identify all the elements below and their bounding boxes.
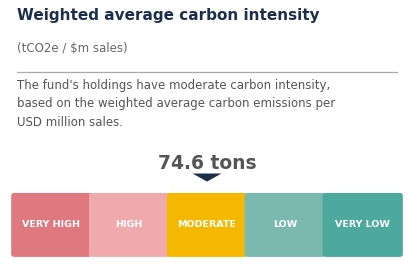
Text: VERY LOW: VERY LOW (335, 220, 389, 230)
FancyBboxPatch shape (11, 193, 91, 257)
Text: Weighted average carbon intensity: Weighted average carbon intensity (17, 8, 318, 23)
FancyBboxPatch shape (166, 193, 247, 257)
Text: The fund's holdings have moderate carbon intensity,
based on the weighted averag: The fund's holdings have moderate carbon… (17, 79, 334, 129)
Text: LOW: LOW (272, 220, 296, 230)
FancyBboxPatch shape (322, 193, 402, 257)
FancyBboxPatch shape (89, 193, 169, 257)
Text: VERY HIGH: VERY HIGH (22, 220, 80, 230)
Text: 74.6 tons: 74.6 tons (157, 154, 256, 173)
Text: MODERATE: MODERATE (177, 220, 236, 230)
Text: (tCO2e / $m sales): (tCO2e / $m sales) (17, 42, 127, 55)
Text: HIGH: HIGH (115, 220, 142, 230)
Polygon shape (192, 173, 221, 182)
FancyBboxPatch shape (244, 193, 324, 257)
